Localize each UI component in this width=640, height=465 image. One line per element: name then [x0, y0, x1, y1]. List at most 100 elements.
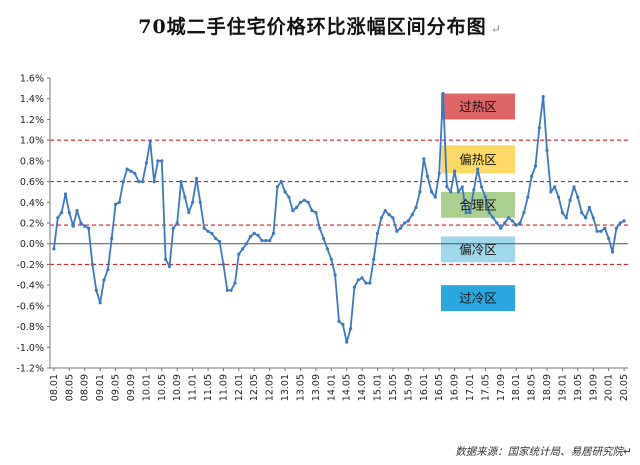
- data-point: [94, 288, 98, 292]
- data-point: [129, 169, 133, 173]
- data-point: [499, 226, 503, 230]
- data-point: [229, 288, 233, 292]
- data-point: [406, 219, 410, 223]
- data-point: [487, 211, 491, 215]
- data-point: [198, 200, 202, 204]
- zone-reasonable-label: 合理区: [459, 197, 497, 212]
- data-point: [125, 167, 129, 171]
- data-point: [98, 301, 102, 305]
- data-point: [233, 281, 237, 285]
- data-point: [503, 221, 507, 225]
- data-point: [545, 148, 549, 153]
- data-point: [622, 219, 626, 223]
- x-tick-label: 18.09: [542, 374, 553, 401]
- data-point: [252, 231, 256, 235]
- data-point: [530, 174, 534, 178]
- data-point: [260, 239, 264, 243]
- data-point: [395, 229, 399, 233]
- y-tick-label: 0.2%: [20, 219, 44, 230]
- data-point: [314, 211, 318, 215]
- x-tick-label: 18.01: [511, 374, 522, 401]
- data-point: [75, 209, 79, 213]
- x-tick-label: 14.01: [326, 374, 337, 401]
- data-point: [460, 185, 464, 189]
- data-point: [526, 195, 530, 199]
- x-tick-label: 15.05: [388, 374, 399, 401]
- data-point: [495, 221, 499, 225]
- data-point: [580, 211, 584, 215]
- y-tick-label: 0.4%: [20, 198, 44, 209]
- data-point: [437, 171, 441, 175]
- x-tick-label: 08.01: [49, 374, 60, 401]
- data-point: [268, 239, 272, 243]
- x-tick-label: 14.05: [342, 374, 353, 401]
- x-tick-label: 11.05: [203, 374, 214, 401]
- data-point: [156, 159, 160, 163]
- data-point: [244, 242, 249, 246]
- data-point: [148, 139, 152, 143]
- zone-overcool-label: 过冷区: [459, 291, 497, 306]
- data-point: [399, 226, 403, 230]
- data-point: [221, 262, 225, 266]
- data-point: [241, 247, 245, 251]
- data-point: [464, 211, 468, 215]
- data-point: [372, 257, 376, 261]
- data-point: [302, 198, 306, 202]
- data-point: [337, 319, 341, 323]
- data-point: [56, 216, 60, 220]
- data-point: [160, 159, 164, 163]
- data-point: [210, 231, 214, 235]
- data-point: [591, 216, 595, 220]
- x-tick-label: 15.01: [373, 374, 384, 401]
- data-point: [279, 180, 283, 184]
- zone-cool-label: 偏冷区: [459, 242, 497, 257]
- data-point: [541, 95, 545, 99]
- data-point: [322, 236, 326, 241]
- x-tick-label: 08.05: [64, 374, 75, 401]
- data-point: [476, 167, 480, 171]
- data-point: [445, 185, 449, 189]
- data-point: [341, 322, 345, 327]
- data-point: [60, 211, 64, 215]
- data-point: [533, 164, 538, 168]
- data-point: [491, 216, 495, 220]
- x-tick-label: 09.09: [126, 374, 137, 401]
- data-point: [514, 223, 518, 227]
- data-point: [102, 278, 106, 282]
- data-point: [518, 221, 522, 225]
- data-point: [106, 268, 110, 272]
- data-point: [121, 180, 125, 184]
- data-point: [345, 340, 349, 344]
- data-point: [264, 239, 268, 243]
- data-point: [610, 250, 615, 254]
- x-tick-label: 10.01: [141, 374, 152, 401]
- data-point: [449, 190, 453, 194]
- zone-overheat-label: 过热区: [459, 99, 497, 114]
- data-point: [110, 236, 114, 241]
- data-point: [191, 200, 195, 204]
- x-tick-label: 20.05: [619, 374, 630, 401]
- data-point: [225, 288, 229, 292]
- data-point: [472, 188, 476, 192]
- data-point: [607, 236, 611, 241]
- data-point: [179, 180, 183, 184]
- data-point: [298, 200, 303, 204]
- data-point: [318, 226, 322, 230]
- data-point: [560, 211, 565, 215]
- data-point: [402, 221, 407, 225]
- data-point: [152, 180, 156, 184]
- data-point: [117, 200, 121, 204]
- x-tick-label: 09.05: [111, 374, 122, 401]
- zone-overcool: [441, 285, 515, 312]
- data-point: [90, 262, 94, 266]
- data-point: [603, 226, 607, 230]
- data-point: [144, 161, 148, 165]
- data-point: [429, 190, 434, 194]
- data-point: [506, 216, 511, 220]
- x-tick-label: 12.05: [249, 374, 260, 401]
- x-tick-label: 13.09: [311, 374, 322, 401]
- x-tick-label: 12.09: [265, 374, 276, 401]
- data-point: [194, 176, 199, 181]
- data-point: [287, 195, 291, 199]
- data-point: [618, 221, 622, 225]
